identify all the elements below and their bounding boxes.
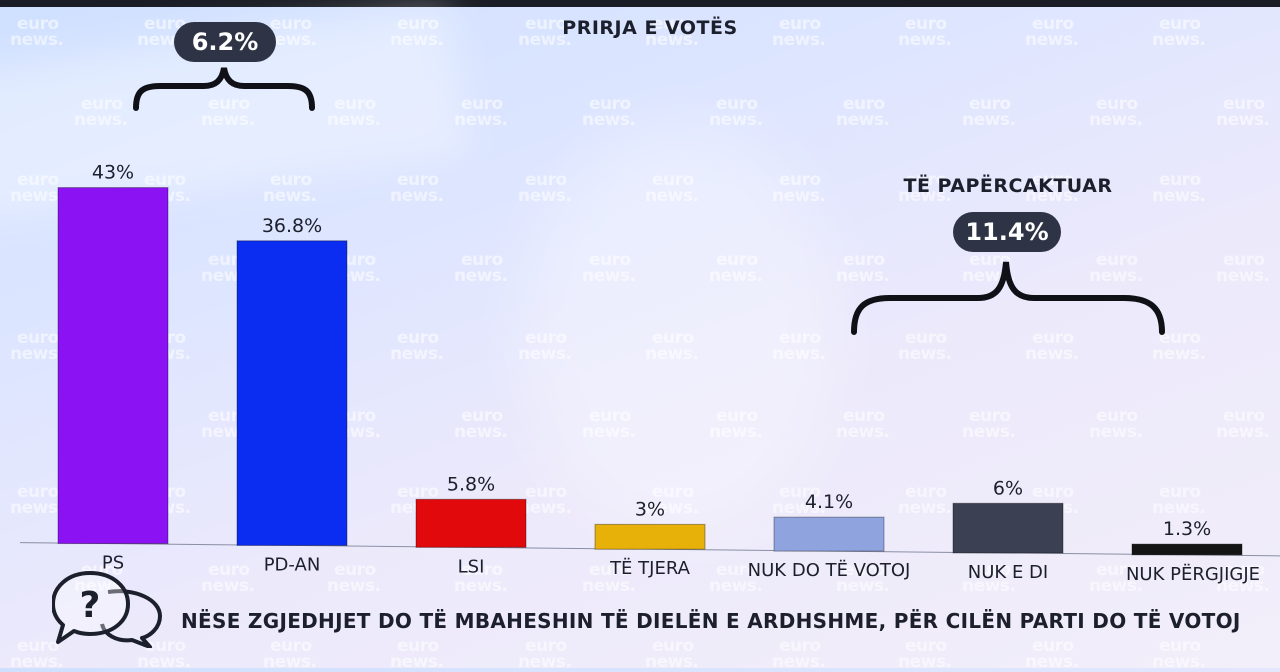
value-label: 6% [993, 477, 1023, 499]
category-label: PS [102, 553, 124, 574]
category-label: NUK DO TË VOTOJ [748, 560, 911, 581]
category-label: LSI [458, 556, 485, 577]
survey-question: NËSE ZGJEDHJET DO TË MBAHESHIN TË DIELËN… [181, 609, 1241, 633]
bar-ps [57, 187, 169, 545]
bar-nuk-do-të-votoj [773, 516, 885, 552]
value-label: 5.8% [447, 473, 495, 495]
undecided-bracket [851, 261, 1165, 335]
value-label: 36.8% [262, 215, 322, 237]
bar-pd-an [236, 240, 348, 546]
category-label: PD-AN [264, 554, 321, 575]
bar-nuk-e-di [952, 502, 1064, 554]
category-label: NUK E DI [968, 562, 1048, 583]
bar-lsi [415, 498, 527, 548]
gap-badge: 6.2% [174, 22, 276, 62]
category-label: NUK PËRGJIGJE [1126, 564, 1260, 585]
bars-layer: 43% PS 36.8% PD-AN 5.8% LSI 3% TË TJERA 4.1% NUK … [19, 162, 1280, 585]
bar-nuk-përgjigje [1131, 543, 1243, 556]
undecided-title: TË PAPËRCAKTUAR [903, 175, 1113, 197]
question-speech-bubble-icon: ? [51, 570, 164, 652]
brackets-layer [133, 67, 1165, 335]
value-label: 4.1% [805, 491, 853, 513]
value-label: 43% [92, 162, 134, 184]
gap-bracket [133, 67, 315, 111]
value-label: 3% [635, 498, 665, 520]
chart-title: PRIRJA E VOTËS [562, 17, 738, 39]
background-haze [520, 120, 840, 540]
top-bar [0, 0, 1280, 7]
svg-text:?: ? [80, 585, 101, 626]
category-label: TË TJERA [609, 558, 691, 579]
undecided-badge: 11.4% [953, 212, 1061, 252]
value-label: 1.3% [1163, 518, 1211, 540]
bar-të-tjera [594, 523, 706, 550]
